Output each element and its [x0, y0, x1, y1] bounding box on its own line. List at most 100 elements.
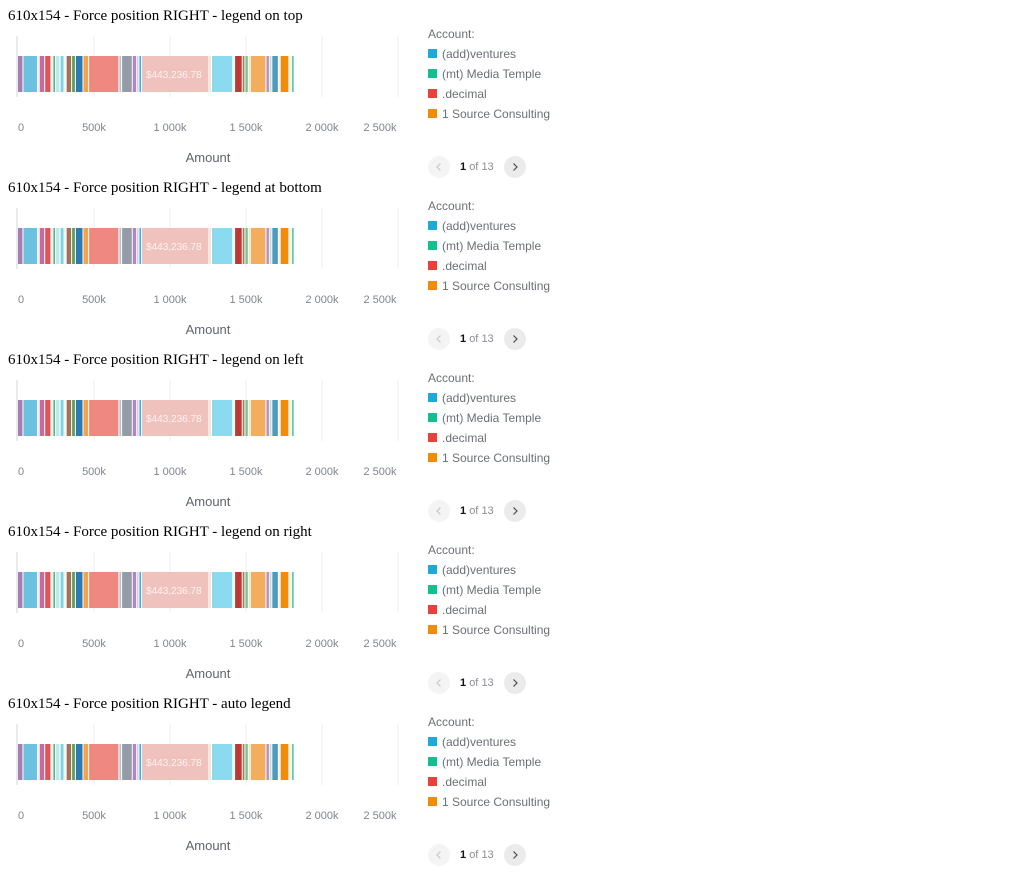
bar-segment[interactable]: [56, 228, 60, 264]
bar-segment[interactable]: [137, 228, 139, 264]
bar-segment[interactable]: [233, 572, 235, 608]
bar-segment[interactable]: [289, 228, 292, 264]
bar-segment[interactable]: [245, 744, 248, 780]
bar-segment[interactable]: [66, 400, 72, 436]
legend-item[interactable]: .decimal: [428, 603, 628, 623]
bar-segment[interactable]: [211, 56, 233, 92]
bar-segment[interactable]: [250, 572, 266, 608]
bar-segment[interactable]: [139, 400, 142, 436]
bar-segment[interactable]: [235, 572, 242, 608]
bar-segment[interactable]: [132, 400, 137, 436]
bar-segment[interactable]: [53, 572, 55, 608]
bar-segment[interactable]: [45, 744, 51, 780]
bar-segment[interactable]: [66, 228, 72, 264]
bar-segment[interactable]: [60, 400, 64, 436]
pager-next-button[interactable]: [503, 156, 526, 178]
bar-segment[interactable]: [132, 572, 137, 608]
bar-segment[interactable]: [270, 228, 272, 264]
bar-segment[interactable]: [75, 56, 83, 92]
bar-segment[interactable]: [289, 744, 292, 780]
bar-segment[interactable]: [270, 744, 272, 780]
bar-segment[interactable]: [266, 228, 270, 264]
bar-segment[interactable]: [278, 228, 280, 264]
bar-segment[interactable]: [209, 400, 211, 436]
bar-segment[interactable]: [39, 744, 45, 780]
bar-segment[interactable]: [139, 56, 142, 92]
pager-next-button[interactable]: [503, 844, 526, 866]
bar-segment[interactable]: [142, 56, 209, 92]
bar-segment[interactable]: [72, 572, 75, 608]
bar-segment[interactable]: [272, 228, 278, 264]
pager-prev-button[interactable]: [428, 500, 450, 522]
bar-segment[interactable]: [56, 400, 60, 436]
bar-segment[interactable]: [280, 572, 289, 608]
legend-item[interactable]: (add)ventures: [428, 47, 628, 67]
bar-segment[interactable]: [39, 400, 45, 436]
bar-segment[interactable]: [45, 572, 51, 608]
bar-segment[interactable]: [60, 56, 64, 92]
bar-segment[interactable]: [139, 572, 142, 608]
bar-segment[interactable]: [23, 744, 38, 780]
bar-segment[interactable]: [53, 400, 55, 436]
bar-segment[interactable]: [72, 56, 75, 92]
bar-segment[interactable]: [45, 228, 51, 264]
bar-segment[interactable]: [272, 56, 278, 92]
bar-segment[interactable]: [83, 228, 89, 264]
bar-segment[interactable]: [122, 744, 132, 780]
bar-segment[interactable]: [245, 56, 248, 92]
legend-item[interactable]: .decimal: [428, 259, 628, 279]
bar-segment[interactable]: [119, 744, 122, 780]
bar-segment[interactable]: [64, 228, 66, 264]
bar-segment[interactable]: [38, 228, 39, 264]
bar-segment[interactable]: [38, 744, 39, 780]
bar-segment[interactable]: [278, 56, 280, 92]
bar-segment[interactable]: [137, 56, 139, 92]
bar-segment[interactable]: [39, 572, 45, 608]
bar-segment[interactable]: [292, 56, 294, 92]
bar-segment[interactable]: [292, 572, 294, 608]
bar-segment[interactable]: [75, 572, 83, 608]
bar-segment[interactable]: [137, 400, 139, 436]
bar-segment[interactable]: [60, 228, 64, 264]
legend-item[interactable]: 1 Source Consulting: [428, 107, 628, 127]
bar-segment[interactable]: [122, 400, 132, 436]
bar-segment[interactable]: [53, 56, 55, 92]
legend-item[interactable]: 1 Source Consulting: [428, 451, 628, 471]
legend-item[interactable]: (add)ventures: [428, 219, 628, 239]
bar-segment[interactable]: [18, 400, 23, 436]
legend-item[interactable]: 1 Source Consulting: [428, 623, 628, 643]
bar-segment[interactable]: [270, 400, 272, 436]
pager-prev-button[interactable]: [428, 672, 450, 694]
bar-segment[interactable]: [89, 400, 119, 436]
bar-segment[interactable]: [266, 56, 270, 92]
bar-segment[interactable]: [53, 228, 55, 264]
bar-segment[interactable]: [72, 400, 75, 436]
bar-segment[interactable]: [235, 400, 242, 436]
bar-segment[interactable]: [292, 228, 294, 264]
bar-segment[interactable]: [142, 572, 209, 608]
bar-segment[interactable]: [235, 744, 242, 780]
bar-segment[interactable]: [242, 400, 245, 436]
bar-segment[interactable]: [64, 56, 66, 92]
bar-segment[interactable]: [60, 744, 64, 780]
bar-segment[interactable]: [209, 572, 211, 608]
bar-segment[interactable]: [119, 228, 122, 264]
bar-segment[interactable]: [289, 56, 292, 92]
bar-segment[interactable]: [211, 228, 233, 264]
bar-segment[interactable]: [64, 744, 66, 780]
pager-prev-button[interactable]: [428, 156, 450, 178]
legend-item[interactable]: (mt) Media Temple: [428, 67, 628, 87]
bar-segment[interactable]: [278, 400, 280, 436]
pager-next-button[interactable]: [503, 500, 526, 522]
pager-next-button[interactable]: [503, 328, 526, 350]
bar-segment[interactable]: [89, 744, 119, 780]
bar-segment[interactable]: [266, 400, 270, 436]
bar-segment[interactable]: [233, 400, 235, 436]
bar-segment[interactable]: [289, 572, 292, 608]
legend-item[interactable]: (mt) Media Temple: [428, 239, 628, 259]
pager-prev-button[interactable]: [428, 844, 450, 866]
legend-item[interactable]: (add)ventures: [428, 391, 628, 411]
bar-segment[interactable]: [89, 56, 119, 92]
bar-segment[interactable]: [132, 228, 137, 264]
bar-segment[interactable]: [137, 572, 139, 608]
